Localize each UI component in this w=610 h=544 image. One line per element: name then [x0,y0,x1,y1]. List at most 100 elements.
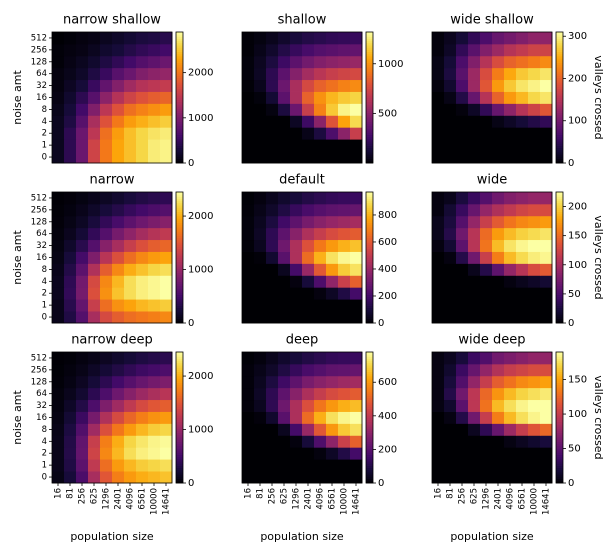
colorbar-segment [556,391,563,394]
heat-cell [480,399,493,412]
colorbar-segment [176,93,183,96]
heat-cell [266,423,279,436]
colorbar-segment [556,408,563,412]
heat-cell [136,79,149,92]
heat-cell [278,115,291,128]
heat-cell [112,43,125,57]
heat-cell [148,263,161,276]
heat-cell [254,399,267,412]
x-tick-label: 625 [90,488,100,504]
heat-cell [326,352,339,365]
heat-cell [456,227,469,241]
heat-cell [516,103,529,116]
heat-cell [124,423,137,436]
colorbar-segment [366,134,373,138]
colorbar-segment [556,266,563,269]
colorbar-segment [556,424,563,427]
heat-cell [350,375,363,389]
heat-cell [314,55,327,69]
colorbar-segment [176,66,183,70]
x-tick-label: 4096 [316,488,326,510]
heat-cell [504,127,517,140]
heat-cell [432,263,445,276]
colorbar-segment [556,480,563,484]
heat-cell [432,227,445,241]
heat-cell [302,459,315,472]
colorbar-segment [366,352,373,355]
heat-cell [350,447,363,460]
heat-cell [290,423,303,436]
heat-cell [456,375,469,389]
heat-cell [444,239,457,252]
heat-cell [314,91,327,104]
heat-cell [254,103,267,116]
heat-cell [278,103,291,116]
heat-cell [278,127,291,140]
colorbar-tick-label: 200 [378,291,397,302]
colorbar-segment [366,99,373,103]
heat-cell [504,43,517,57]
colorbar-segment [366,90,373,94]
x-tick-label: 6561 [518,488,528,510]
heat-cell [468,203,481,217]
colorbar-segment [176,128,183,131]
colorbar-segment [556,106,563,109]
colorbar-segment [366,202,373,206]
colorbar-segment [366,244,373,247]
heat-cell [76,32,89,45]
heat-cell [528,447,541,460]
heat-cell [492,387,505,401]
heat-cell [540,43,553,57]
heat-cell [528,215,541,229]
colorbar-segment [556,441,563,445]
heat-cell [88,32,101,45]
heat-cell [302,215,315,229]
colorbar-segment [176,77,183,81]
heat-cell [480,363,493,377]
heat-cell [516,67,529,81]
heat-cell [136,423,149,436]
heat-cell [52,352,65,365]
heat-cell [516,399,529,412]
heat-cell [326,239,339,252]
colorbar-segment [556,231,563,234]
colorbar-segment [556,77,563,81]
heat-cell [326,227,339,241]
heat-cell [100,423,113,436]
heat-cell [290,399,303,412]
heat-cell [314,251,327,264]
heat-cell [528,115,541,128]
heat-cell [302,287,315,300]
heat-cell [326,287,339,300]
colorbar-segment [366,382,373,386]
colorbar-segment [366,196,373,199]
heat-cell [540,399,553,412]
colorbar-label: valleys crossed [592,375,605,459]
heat-cell [516,91,529,104]
heat-cell [112,215,125,229]
heat-cell [432,79,445,92]
y-tick-label: 4 [42,117,47,127]
heat-cell [444,459,457,472]
colorbar-segment [556,400,563,403]
colorbar-segment [366,264,373,267]
heat-cell [254,447,267,460]
heat-cell [88,115,101,128]
heat-cell [338,459,351,472]
colorbar-segment [556,465,563,469]
colorbar-segment [366,138,373,142]
heat-cell [492,32,505,45]
colorbar-segment [366,108,373,111]
heat-cell [528,423,541,436]
heat-cell [160,311,173,324]
heat-cell [338,435,351,448]
heat-cell [266,127,279,140]
colorbar-segment [176,34,183,37]
heat-cell [516,192,529,205]
heat-cell [432,32,445,45]
colorbar-segment [366,216,373,219]
heat-cell [136,115,149,128]
colorbar-segment [176,226,183,230]
heat-cell [516,471,529,484]
colorbar-segment [556,138,563,142]
